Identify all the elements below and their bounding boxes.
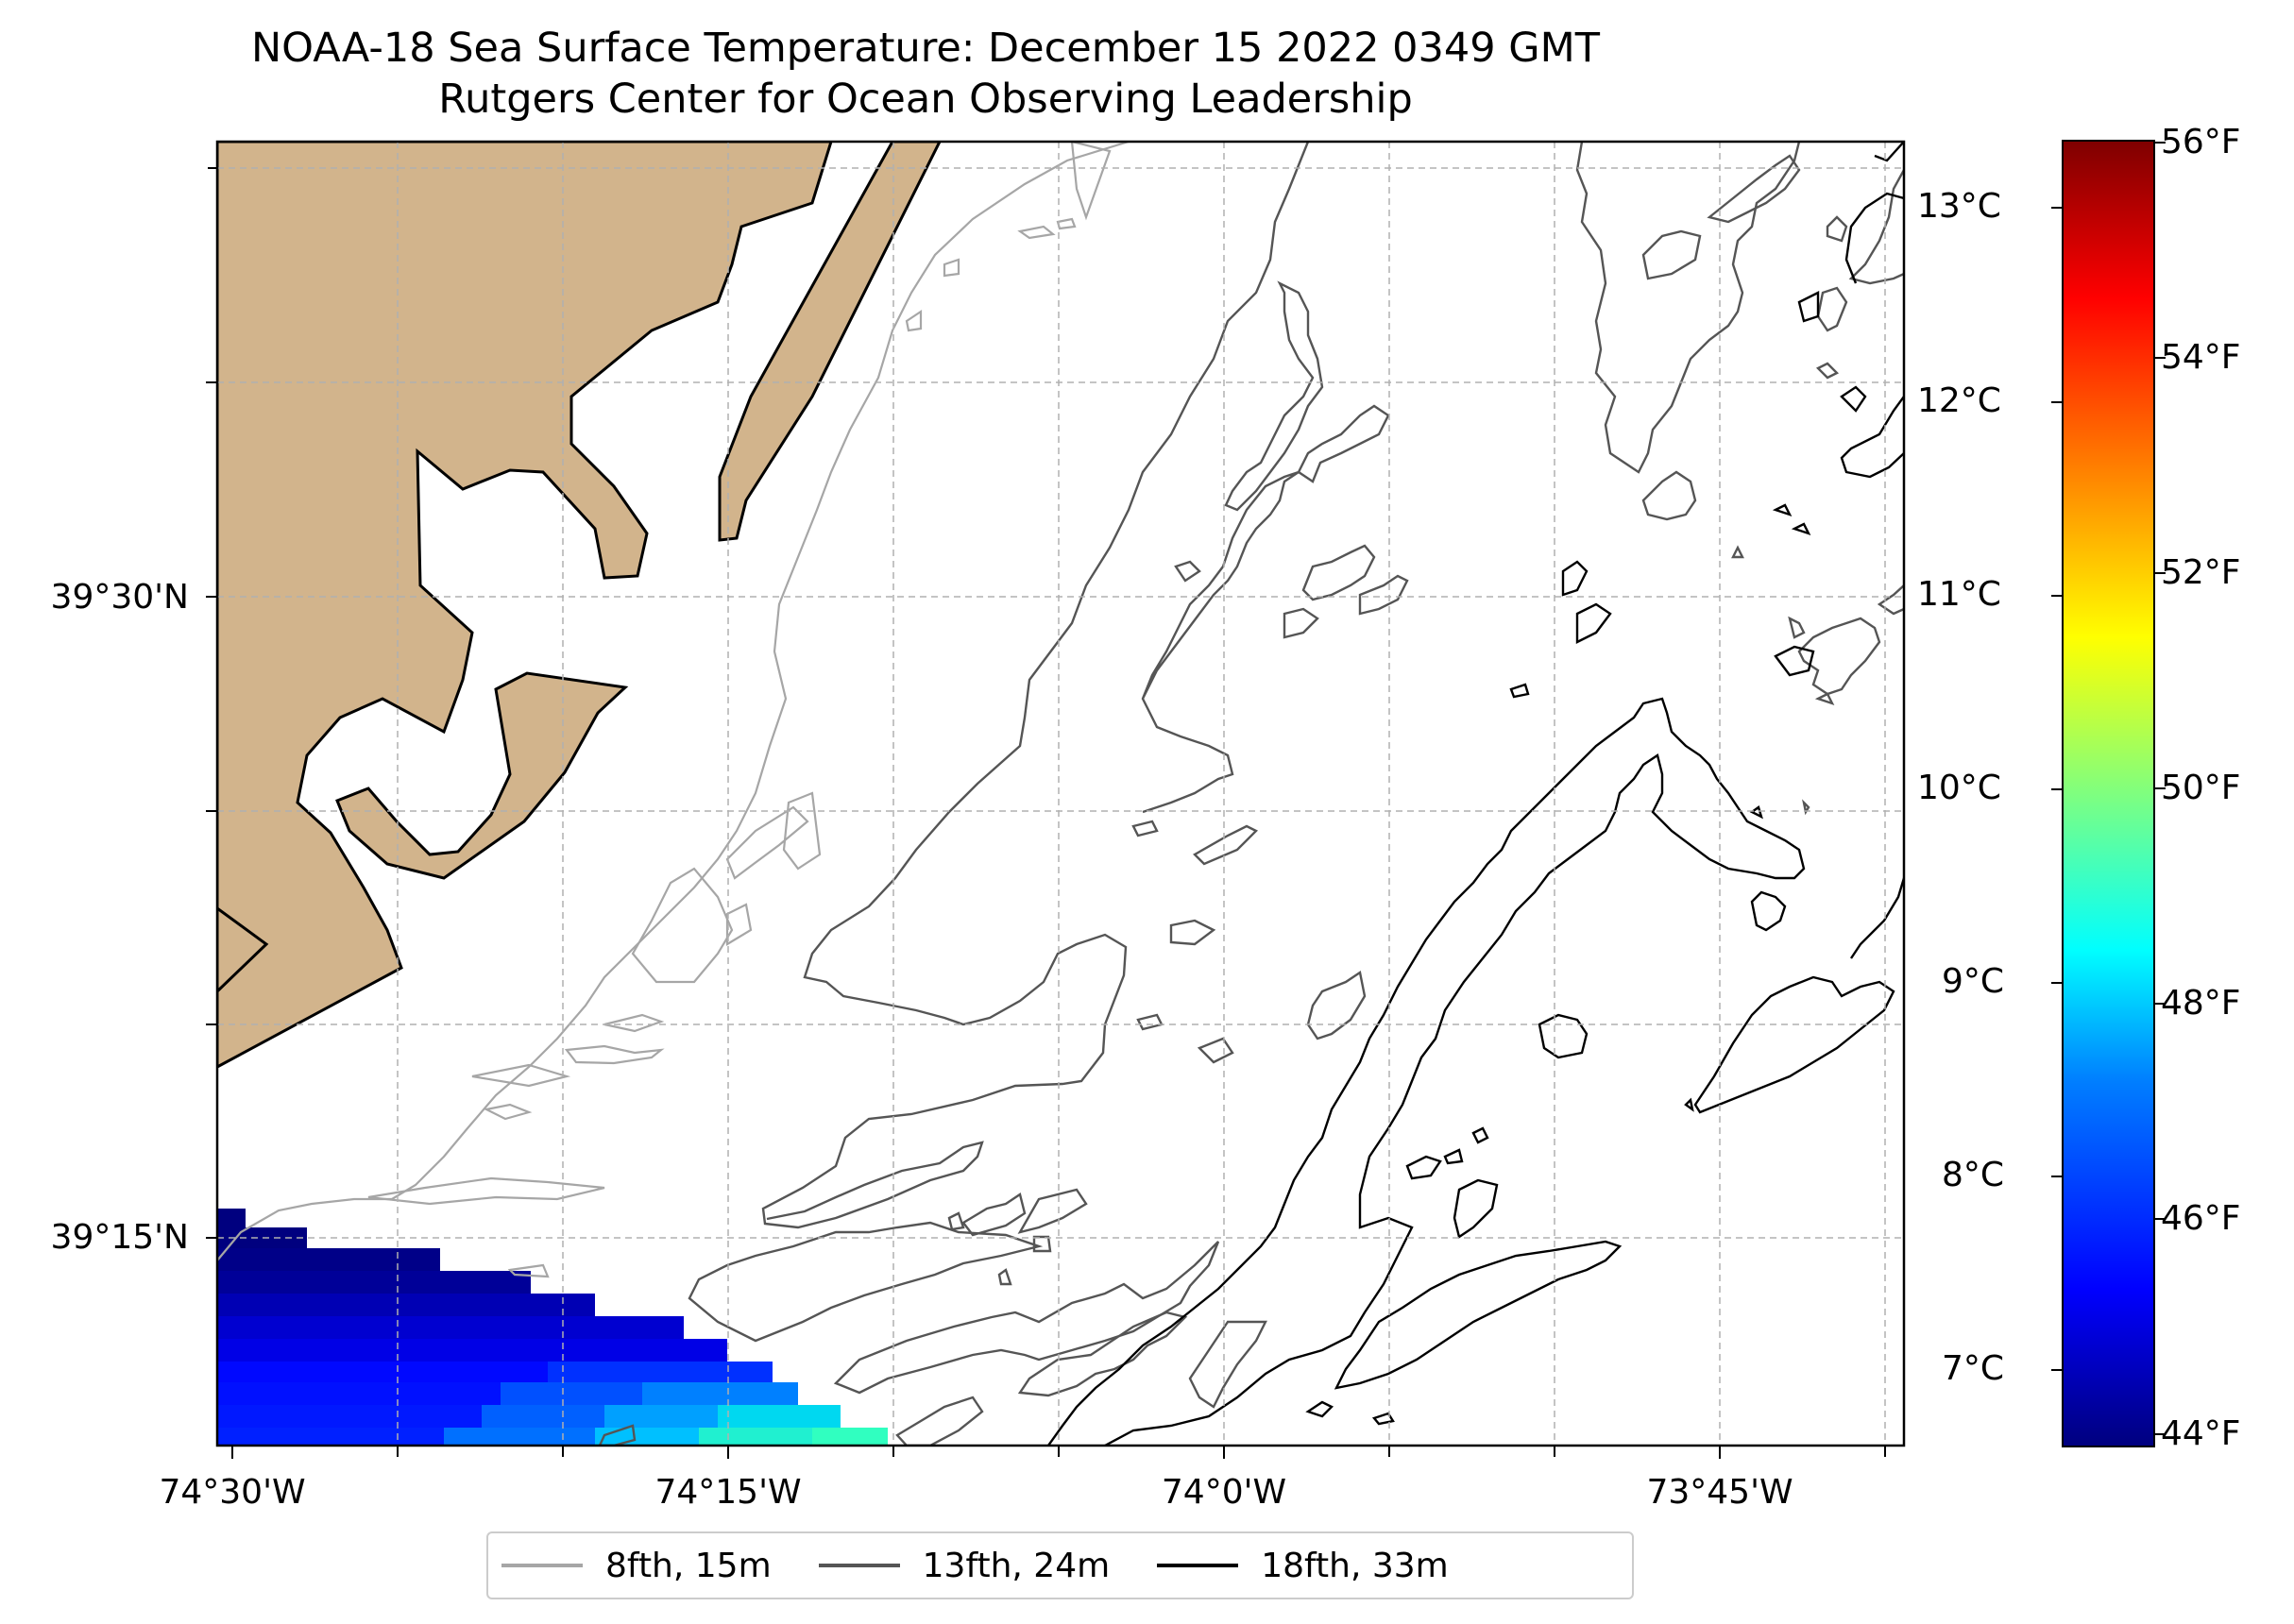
legend-item-8fth: 8fth, 15m [501,1547,772,1585]
colorbar-fahrenheit-48: 48°F [2161,984,2241,1023]
lat-label-39-30: 39°30'N [50,578,189,617]
colorbar-celsius-9: 9°C [1942,962,2005,1001]
axis-ticks [206,142,2166,1459]
legend-line-18fth [1157,1564,1239,1567]
lon-label-74-0: 74°0'W [1161,1473,1287,1512]
coastline-land [217,142,942,1069]
colorbar-fahrenheit-52: 52°F [2161,553,2241,592]
isobath-legend: 8fth, 15m 13fth, 24m 18fth, 33m [486,1531,1634,1599]
colorbar-fahrenheit-44: 44°F [2161,1414,2241,1453]
colorbar-celsius-13: 13°C [1917,187,2001,226]
legend-line-8fth [501,1564,583,1567]
colorbar-fahrenheit-50: 50°F [2161,769,2241,807]
isobath-13fth [598,142,1904,1446]
colorbar-fahrenheit-56: 56°F [2161,123,2241,161]
lat-label-39-15: 39°15'N [50,1218,189,1257]
colorbar-fahrenheit-54: 54°F [2161,338,2241,377]
colorbar-celsius-12: 12°C [1917,381,2001,420]
colorbar-celsius-7: 7°C [1942,1349,2005,1388]
map-title: NOAA-18 Sea Surface Temperature: Decembe… [251,25,1600,72]
legend-label-18fth: 18fth, 33m [1261,1546,1449,1585]
map-subtitle: Rutgers Center for Ocean Observing Leade… [438,76,1413,123]
legend-item-13fth: 13fth, 24m [818,1546,1111,1585]
sst-data-pixels [217,1209,888,1446]
legend-label-8fth: 8fth, 15m [605,1546,772,1585]
isobath-18fth [1047,142,1904,1446]
lon-label-74-30: 74°30'W [159,1473,306,1512]
lon-label-74-15: 74°15'W [654,1473,802,1512]
isobath-8fth [217,142,1130,1278]
colorbar-celsius-11: 11°C [1917,575,2001,614]
legend-line-13fth [818,1564,900,1567]
colorbar-fahrenheit-46: 46°F [2161,1199,2241,1238]
lon-label-73-45: 73°45'W [1646,1473,1793,1512]
colorbar-celsius-10: 10°C [1917,769,2001,807]
colorbar-celsius-8: 8°C [1942,1156,2005,1194]
temperature-colorbar [2062,140,2155,1447]
map-frame [215,140,1906,1447]
map-gridlines [217,142,1904,1446]
legend-label-13fth: 13fth, 24m [922,1546,1111,1585]
legend-item-18fth: 18fth, 33m [1157,1547,1449,1585]
